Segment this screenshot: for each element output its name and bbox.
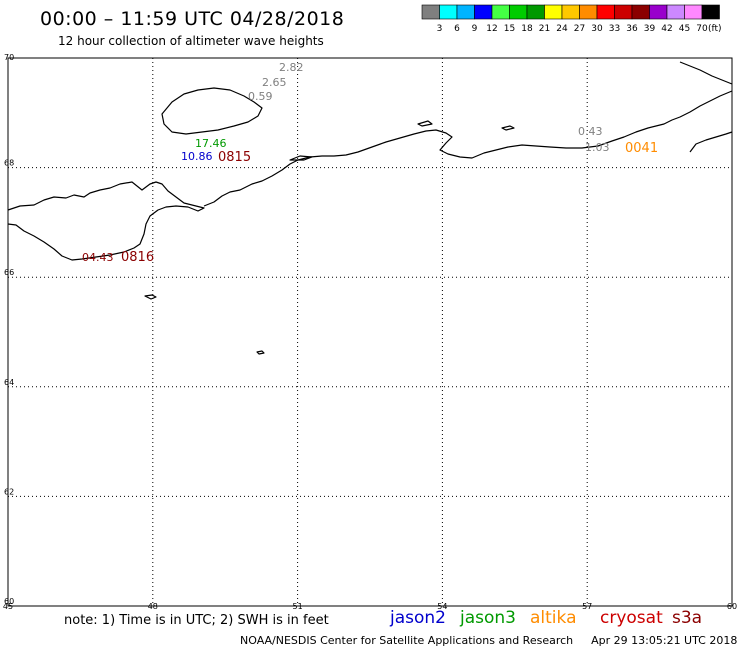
latitude-label: 70 [4,53,14,62]
observation-value: 0.43 [578,125,603,138]
scale-tick-label: 27 [574,24,585,34]
wave-height-color-scale: 3 6 9 12 15 18 21 24 27 30 33 36 39 42 45 70 (ft) [421,4,722,34]
islet-3 [501,125,515,131]
north-coast-fragment [679,61,733,85]
observation-value: 04.43 [82,251,114,264]
observation-value: 0.59 [248,90,273,103]
observation-time: 0815 [218,150,251,165]
latitude-label: 66 [4,268,14,277]
islet-5 [289,155,313,161]
observation-value: 1.03 [585,141,610,154]
scale-tick-label: 21 [539,24,550,34]
legend-jason2: jason2 [390,608,446,628]
coastline [7,61,733,355]
scale-tick-label: 3 [437,24,443,34]
scale-tick-label: 33 [609,24,620,34]
scale-tick-label: 12 [486,24,497,34]
observation-time: 0041 [625,141,658,156]
observation-value: 2.65 [262,76,287,89]
altimeter-observations: 2.82 2.65 0.59 17.46 10.86 0815 0.43 1.0… [82,61,658,265]
kanin-peninsula-coast [7,181,205,261]
scale-tick-label: 36 [626,24,638,34]
east-shoreline [689,131,733,153]
longitude-label: 54 [437,602,447,611]
legend-jason3: jason3 [460,608,516,628]
timestamp-text: Apr 29 13:05:21 UTC 2018 [591,634,738,647]
longitude-label: 48 [148,602,158,611]
islet-1 [144,294,157,300]
scale-tick-label: 42 [661,24,672,34]
scale-color-swatch [701,4,720,20]
observation-value: 17.46 [195,137,227,150]
scale-tick-label: 45 [679,24,690,34]
scale-tick-label: 9 [472,24,478,34]
latitude-label: 62 [4,487,14,496]
observation-value: 10.86 [181,150,213,163]
islet-4 [417,120,433,127]
credit-line: NOAA/NESDIS Center for Satellite Applica… [240,634,737,647]
latitude-label: 60 [4,597,14,606]
legend-s3a: s3a [672,608,703,628]
longitude-label: 57 [582,602,592,611]
latitude-label: 64 [4,378,14,387]
page-title: 00:00 – 11:59 UTC 04/28/2018 [40,8,345,30]
observation-time: 0816 [121,250,154,265]
map-graticule: 45 48 51 54 57 60 70 68 66 64 62 60 [3,53,737,611]
scale-tick-label: 24 [556,24,568,34]
longitude-label: 51 [293,602,303,611]
scale-tick-label: 18 [521,24,533,34]
longitude-label: 45 [3,602,13,611]
longitude-label: 60 [727,602,737,611]
scale-tick-label: 30 [591,24,603,34]
scale-unit: (ft) [708,24,722,34]
observation-value: 2.82 [279,61,304,74]
footer-note: note: 1) Time is in UTC; 2) SWH is in fe… [64,613,329,628]
credit-text: NOAA/NESDIS Center for Satellite Applica… [240,634,574,647]
mainland-coast [203,90,733,207]
scale-tick-label: 15 [504,24,515,34]
scale-tick-label: 6 [454,24,460,34]
latitude-label: 68 [4,159,14,168]
kolguev-island [161,87,263,135]
legend-altika: altika [530,608,577,628]
legend-cryosat: cryosat [600,608,663,628]
map-frame [7,57,733,607]
islet-2 [256,350,265,355]
page-subtitle: 12 hour collection of altimeter wave hei… [58,34,324,48]
scale-tick-label: 70 [696,24,708,34]
scale-tick-label: 39 [644,24,656,34]
